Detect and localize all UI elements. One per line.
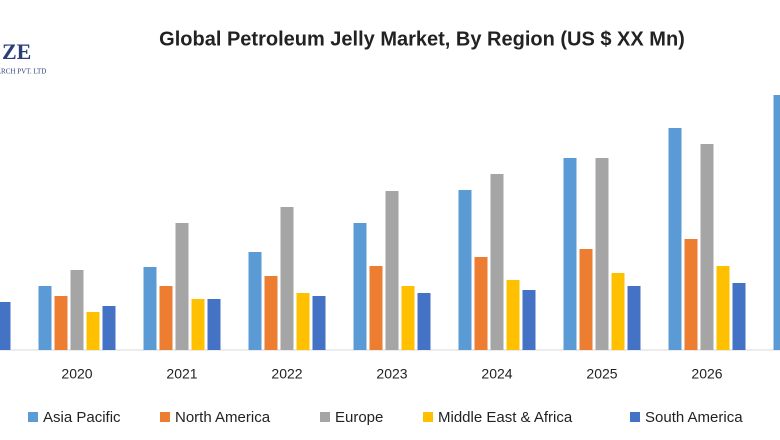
bar — [716, 266, 730, 350]
bar — [732, 283, 746, 350]
legend-label: South America — [645, 409, 743, 426]
bar — [627, 286, 641, 350]
bar — [70, 270, 84, 350]
bar — [417, 293, 431, 350]
bar — [563, 158, 577, 350]
x-tick-label: 2025 — [586, 366, 617, 382]
bar — [159, 286, 173, 350]
legend-swatch — [28, 412, 38, 422]
bar — [264, 276, 278, 350]
x-tick-label: 2026 — [691, 366, 722, 382]
bar — [191, 299, 205, 350]
bar — [458, 190, 472, 350]
legend-swatch — [320, 412, 330, 422]
x-tick-label: 2021 — [166, 366, 197, 382]
bar — [522, 290, 536, 350]
bar — [369, 266, 383, 350]
bar — [102, 306, 116, 350]
bar — [86, 312, 100, 350]
bar — [248, 252, 262, 350]
bar — [54, 296, 68, 350]
bar — [207, 299, 221, 350]
bar — [595, 158, 609, 350]
logo-mark: ZE — [2, 39, 31, 64]
bar — [700, 144, 714, 350]
bar — [490, 174, 504, 350]
bar — [401, 286, 415, 350]
legend-label: Asia Pacific — [43, 409, 121, 426]
x-tick-label: 2020 — [61, 366, 92, 382]
bar — [38, 286, 52, 350]
chart-title: Global Petroleum Jelly Market, By Region… — [159, 28, 685, 50]
legend-swatch — [423, 412, 433, 422]
bar — [280, 207, 294, 350]
bar — [506, 280, 520, 350]
bar — [684, 239, 698, 350]
bar — [385, 191, 399, 350]
bar — [668, 128, 682, 350]
bar — [579, 249, 593, 350]
bar — [296, 293, 310, 350]
bar — [0, 302, 11, 350]
bar — [611, 273, 625, 350]
logo-tagline: ARCH PVT. LTD — [0, 68, 46, 76]
bar — [353, 223, 367, 350]
legend-label: North America — [175, 409, 271, 426]
legend-label: Europe — [335, 409, 383, 426]
legend-label: Middle East & Africa — [438, 409, 573, 426]
legend-swatch — [630, 412, 640, 422]
bar — [312, 296, 326, 350]
bar — [474, 257, 488, 350]
x-tick-label: 2024 — [481, 366, 512, 382]
bar — [175, 223, 189, 350]
bar — [143, 267, 157, 350]
x-tick-label: 2023 — [376, 366, 407, 382]
x-tick-label: 2022 — [271, 366, 302, 382]
legend-swatch — [160, 412, 170, 422]
bar — [773, 95, 780, 350]
